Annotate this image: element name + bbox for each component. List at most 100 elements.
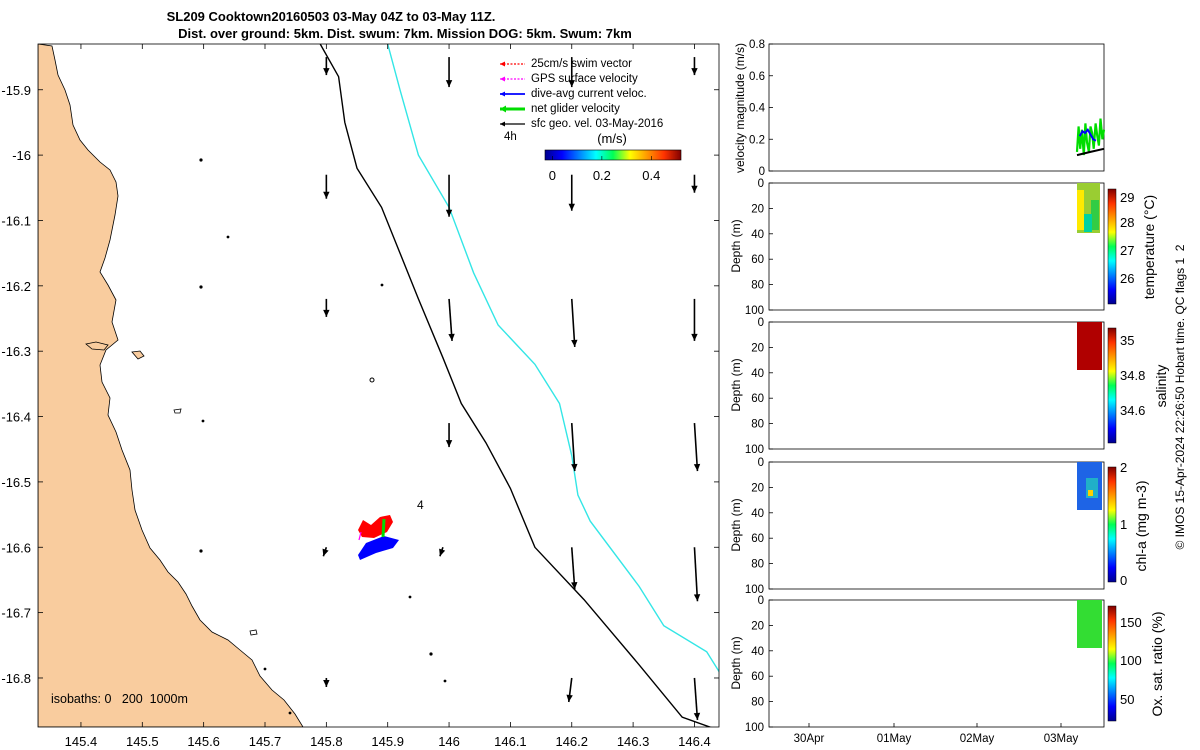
- cb-tick: 29: [1120, 190, 1134, 205]
- depth-tick-label: 100: [745, 584, 764, 596]
- map-x-tick-label: 146.1: [494, 734, 527, 749]
- salinity-cb-ticks: 35 34.8 34.6: [1120, 333, 1145, 418]
- depth-tick-label: 0: [758, 178, 764, 190]
- depth-tick-label: 80: [751, 559, 764, 571]
- reef-dot: [443, 679, 447, 683]
- reef-dot: [380, 283, 384, 287]
- map-y-tick-label: -15.9: [1, 83, 31, 98]
- map-y-tick-label: -16.7: [1, 606, 31, 621]
- velocity-series-line: [1078, 127, 1097, 142]
- velocity-arrow: [691, 298, 698, 341]
- velocity-series-line: [1075, 118, 1106, 156]
- reef-dot: [226, 235, 230, 239]
- cb-tick: 50: [1120, 692, 1134, 707]
- velocity-arrow: [570, 423, 578, 472]
- oxygen-panel: 150 100 50 Ox. sat. ratio (%): [768, 599, 1165, 728]
- depth-axis-label: Depth (m): [729, 636, 743, 689]
- map-y-tick-label: -16.4: [1, 410, 31, 425]
- cb-tick: 26: [1120, 271, 1134, 286]
- map-x-tick-label: 146.4: [678, 734, 711, 749]
- depth-tick-label: 80: [751, 419, 764, 431]
- velocity-arrow: [568, 174, 575, 211]
- depth-tick-label: 20: [751, 342, 764, 354]
- map-x-tick-label: 145.7: [249, 734, 282, 749]
- reef-dot: [408, 595, 412, 599]
- cb-tick: 1: [1120, 517, 1127, 532]
- map-panel: 145.4 145.5 145.6 145.7 145.8 145.9 146 146.1 14…: [1, 43, 720, 749]
- isobath-label: isobaths: 0 200 1000m: [51, 692, 188, 706]
- map-frame: [37, 43, 720, 728]
- track-hour-label: 4: [417, 498, 424, 512]
- cb-tick: 35: [1120, 333, 1134, 348]
- colorbar-tick-label: 0.4: [642, 168, 660, 183]
- velocity-arrow: [693, 677, 701, 721]
- legend-label-net: net glider velocity: [531, 103, 620, 115]
- colorbar-tick-label: 0: [549, 168, 556, 183]
- legend-item-net: net glider velocity: [500, 103, 620, 115]
- oxygen-colorbar: [1107, 605, 1117, 722]
- velocity-arrow: [568, 57, 575, 88]
- legend-item-sfc-geo: sfc geo. vel. 03-May-2016: [500, 118, 663, 130]
- colorbar-tick-label: 0.2: [593, 168, 611, 183]
- velocity-arrow: [570, 298, 578, 347]
- cb-tick: 150: [1120, 615, 1142, 630]
- velocity-arrow: [693, 547, 701, 602]
- date-axis: 30Apr 01May 02May 03May: [794, 723, 1079, 745]
- date-tick-label: 03May: [1044, 733, 1079, 745]
- map-legend: 25cm/s swim vector GPS surface velocity …: [500, 58, 663, 143]
- cb-tick: 34.8: [1120, 368, 1145, 383]
- reef-dot: [429, 652, 433, 656]
- map-x-tick-label: 146.2: [555, 734, 588, 749]
- depth-tick-label: 40: [751, 646, 764, 658]
- island-shape: [85, 341, 109, 351]
- depth-tick-label: 0: [758, 317, 764, 329]
- cb-tick: 0: [1120, 573, 1127, 588]
- salinity-panel: 35 34.8 34.6 salinity: [768, 321, 1169, 450]
- velocity-arrow: [323, 57, 330, 76]
- island-shape: [131, 350, 145, 360]
- velocity-y-ticks: 0 0.2 0.4 0.6 0.8: [749, 39, 773, 178]
- date-tick-label: 02May: [960, 733, 995, 745]
- temperature-cb-ticks: 29 28 27 26: [1120, 190, 1134, 286]
- depth-tick-label: 80: [751, 697, 764, 709]
- colorbar-unit-label: (m/s): [597, 131, 627, 146]
- chla-panel: 2 1 0 chl-a (mg m-3): [768, 460, 1149, 590]
- salinity-colorbar: [1107, 327, 1117, 444]
- map-x-tick-label: 145.5: [126, 734, 159, 749]
- depth-tick-label: 60: [751, 393, 764, 405]
- velocity-ylabel: velocity magnitude (m/s): [733, 43, 747, 173]
- map-y-tick-label: -16: [12, 148, 31, 163]
- reef-dot: [201, 419, 205, 423]
- depth-tick-label: 40: [751, 508, 764, 520]
- temperature-panel: 29 28 27 26 temperature (°C): [768, 182, 1157, 311]
- map-y-tick-label: -16.5: [1, 475, 31, 490]
- depth-axis-label: Depth (m): [729, 358, 743, 411]
- reef-dot: [199, 549, 203, 553]
- cb-tick: 28: [1120, 215, 1134, 230]
- depth-tick-label: 100: [745, 444, 764, 456]
- copyright-footer: © IMOS 15-Apr-2024 22:26:50 Hobart time.…: [1173, 244, 1187, 549]
- reef-dot: [199, 158, 203, 162]
- velocity-y-tick-label: 0.8: [749, 39, 765, 51]
- depth-axis-label: Depth (m): [729, 498, 743, 551]
- gps-velocity-line: [358, 531, 362, 541]
- velocity-arrow: [445, 423, 453, 448]
- temperature-colorbar: [1107, 188, 1117, 305]
- cb-tick: 2: [1120, 460, 1127, 475]
- depth-tick-label: 100: [745, 305, 764, 317]
- depth-tick-label: 100: [745, 722, 764, 734]
- depth-tick-label: 20: [751, 620, 764, 632]
- velocity-y-tick-label: 0.2: [749, 134, 765, 146]
- island-shape: [173, 408, 182, 414]
- velocity-arrow: [566, 677, 573, 703]
- velocity-arrow: [445, 57, 453, 88]
- map-y-ticks: -15.9 -16 -16.1 -16.2 -16.3 -16.4 -16.5 -16.6 -1…: [1, 83, 719, 686]
- colorbar-ticks: 0 0.2 0.4: [549, 156, 660, 183]
- depth-tick-label: 80: [751, 280, 764, 292]
- time-step-label: 4h: [504, 131, 517, 143]
- velocity-series: [1075, 118, 1106, 157]
- velocity-y-tick-label: 0.4: [749, 103, 766, 115]
- legend-label-swim: 25cm/s swim vector: [531, 58, 632, 70]
- depth-tick-label: 40: [751, 368, 764, 380]
